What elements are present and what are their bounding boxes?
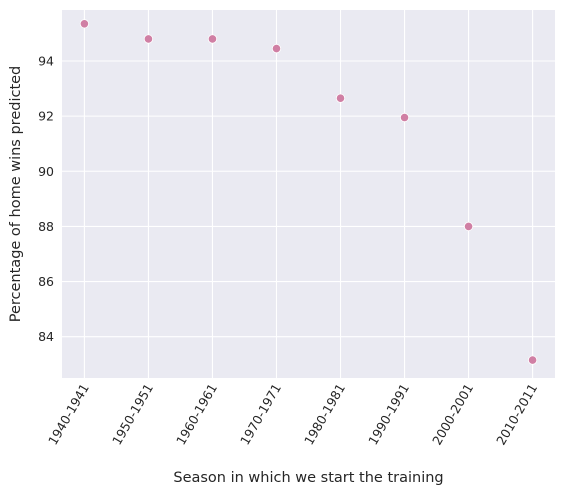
x-axis-label: Season in which we start the training xyxy=(173,470,443,486)
plot-area xyxy=(62,10,555,378)
y-tick-label: 90 xyxy=(38,164,54,179)
data-points xyxy=(79,19,538,365)
y-tick-label: 84 xyxy=(38,329,54,344)
data-point xyxy=(335,93,346,103)
data-point xyxy=(79,19,90,29)
data-point xyxy=(207,34,218,44)
x-tick-label: 1960-1961 xyxy=(173,381,220,448)
x-tick-label: 1970-1971 xyxy=(237,381,284,448)
data-point xyxy=(463,221,474,231)
data-point xyxy=(143,34,154,44)
x-tick-labels: 1940-1941 1950-1951 1960-1961 1970-1971 1980… xyxy=(45,381,540,448)
y-tick-label: 92 xyxy=(38,109,54,124)
data-point xyxy=(399,112,410,123)
data-point xyxy=(527,355,538,365)
x-tick-label: 1980-1981 xyxy=(301,381,348,448)
x-tick-label: 1990-1991 xyxy=(365,381,412,448)
x-tick-label: 2000-2001 xyxy=(429,381,476,448)
x-tick-label: 1940-1941 xyxy=(45,381,92,448)
y-axis-label: Percentage of home wins predicted xyxy=(8,66,24,323)
y-tick-label: 94 xyxy=(38,53,54,68)
x-tick-label: 2010-2011 xyxy=(493,381,540,448)
y-tick-labels: 84 86 88 90 92 94 xyxy=(38,53,54,344)
grid-lines xyxy=(62,10,555,378)
data-point xyxy=(271,43,282,54)
y-tick-label: 86 xyxy=(38,274,54,289)
y-tick-label: 88 xyxy=(38,219,54,234)
x-tick-label: 1950-1951 xyxy=(109,381,156,448)
